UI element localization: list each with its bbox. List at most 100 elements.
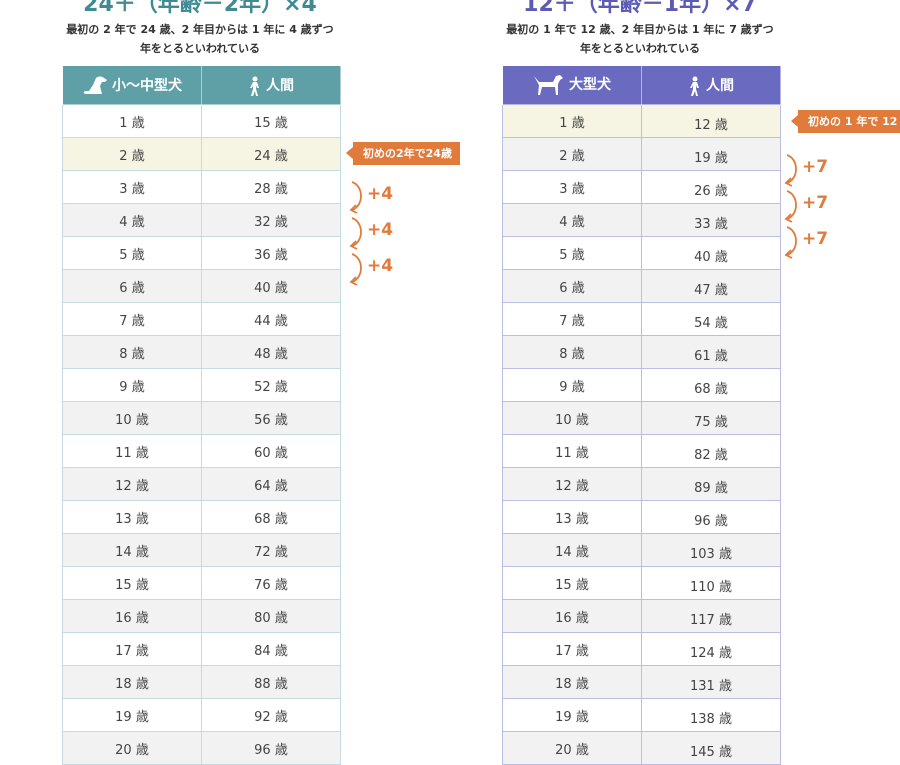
table-row: 2 歳 19 歳: [502, 137, 781, 171]
dog-age-cell: 17 歳: [62, 632, 202, 666]
dog-age-cell: 15 歳: [62, 566, 202, 600]
curved-arrow-icon: [349, 253, 362, 286]
human-age-cell: 60 歳: [201, 434, 341, 468]
small-dog-formula: 24＋（年齢－2年）×4: [83, 0, 317, 17]
table-row: 9 歳 68 歳: [502, 368, 781, 402]
dog-age-cell: 7 歳: [502, 302, 642, 336]
dog-age-cell: 17 歳: [502, 632, 642, 666]
curved-arrow-icon: [349, 181, 362, 214]
increment-label: +4: [367, 256, 394, 276]
curved-arrow-icon: [784, 226, 797, 259]
table-row: 10 歳 56 歳: [62, 401, 341, 435]
human-age-cell: 19 歳: [641, 137, 781, 171]
table-row: 18 歳 131 歳: [502, 665, 781, 699]
table-row: 19 歳 92 歳: [62, 698, 341, 732]
dog-age-cell: 1 歳: [62, 104, 202, 138]
human-age-cell: 138 歳: [641, 698, 781, 732]
human-age-cell: 56 歳: [201, 401, 341, 435]
increment-label: +7: [802, 193, 829, 213]
dog-age-cell: 16 歳: [62, 599, 202, 633]
human-age-cell: 89 歳: [641, 467, 781, 501]
dog-age-cell: 13 歳: [62, 500, 202, 534]
table-row: 7 歳 54 歳: [502, 302, 781, 336]
human-age-cell: 52 歳: [201, 368, 341, 402]
table-row: 7 歳 44 歳: [62, 302, 341, 336]
human-age-cell: 103 歳: [641, 533, 781, 567]
human-age-cell: 36 歳: [201, 236, 341, 270]
dog-age-cell: 9 歳: [502, 368, 642, 402]
human-age-cell: 92 歳: [201, 698, 341, 732]
dog-age-cell: 20 歳: [62, 731, 202, 765]
desc-line: 最初の 2 年で 24 歳、2 年目からは 1 年に 4 歳ずつ: [66, 23, 334, 36]
table-row: 17 歳 124 歳: [502, 632, 781, 666]
human-age-cell: 12 歳: [641, 104, 781, 138]
increment-label: +4: [367, 220, 394, 240]
human-age-cell: 96 歳: [641, 500, 781, 534]
header-dog-label: 大型犬: [569, 77, 611, 93]
desc-line: 年をとるといわれている: [139, 42, 261, 55]
standing-dog-icon: [534, 75, 563, 95]
dog-age-cell: 4 歳: [62, 203, 202, 237]
table-row: 12 歳 64 歳: [62, 467, 341, 501]
table-row: 14 歳 103 歳: [502, 533, 781, 567]
dog-age-cell: 11 歳: [62, 434, 202, 468]
dog-age-cell: 2 歳: [62, 137, 202, 171]
dog-age-cell: 6 歳: [502, 269, 642, 303]
header-human: 人間: [641, 65, 781, 105]
desc-line: 最初の 1 年で 12 歳、2 年目からは 1 年に 7 歳ずつ: [506, 23, 774, 36]
increment-arrow: +7: [783, 153, 833, 189]
dog-age-cell: 7 歳: [62, 302, 202, 336]
dog-age-cell: 12 歳: [502, 467, 642, 501]
table-row: 3 歳 26 歳: [502, 170, 781, 204]
dog-age-cell: 5 歳: [62, 236, 202, 270]
header-human-label: 人間: [266, 77, 294, 94]
dog-age-cell: 16 歳: [502, 599, 642, 633]
human-age-cell: 24 歳: [201, 137, 341, 171]
increment-arrow: +7: [783, 189, 833, 225]
dog-age-cell: 3 歳: [62, 170, 202, 204]
table-row: 3 歳 28 歳: [62, 170, 341, 204]
table-row: 6 歳 47 歳: [502, 269, 781, 303]
human-age-cell: 40 歳: [641, 236, 781, 270]
desc-line: 年をとるといわれている: [579, 42, 701, 55]
human-age-cell: 54 歳: [641, 302, 781, 336]
dog-age-cell: 4 歳: [502, 203, 642, 237]
header-human-label: 人間: [706, 77, 734, 94]
table-row: 6 歳 40 歳: [62, 269, 341, 303]
human-age-cell: 145 歳: [641, 731, 781, 765]
human-age-cell: 131 歳: [641, 665, 781, 699]
dog-age-cell: 20 歳: [502, 731, 642, 765]
human-age-cell: 28 歳: [201, 170, 341, 204]
human-age-cell: 48 歳: [201, 335, 341, 369]
increment-label: +4: [367, 184, 394, 204]
table-row: 13 歳 68 歳: [62, 500, 341, 534]
human-age-cell: 68 歳: [201, 500, 341, 534]
increment-label: +7: [802, 229, 829, 249]
table-row: 15 歳 110 歳: [502, 566, 781, 600]
table-row: 4 歳 32 歳: [62, 203, 341, 237]
small-dog-description: 最初の 2 年で 24 歳、2 年目からは 1 年に 4 歳ずつ 年をとるといわれ…: [0, 20, 420, 58]
human-age-cell: 15 歳: [201, 104, 341, 138]
header-human: 人間: [201, 65, 341, 105]
table-row: 8 歳 61 歳: [502, 335, 781, 369]
table-row: 8 歳 48 歳: [62, 335, 341, 369]
dog-age-cell: 18 歳: [62, 665, 202, 699]
human-age-cell: 64 歳: [201, 467, 341, 501]
sitting-dog-icon: [83, 76, 107, 94]
increment-arrow: +4: [348, 216, 398, 252]
table-row: 2 歳 24 歳: [62, 137, 341, 171]
table-row: 17 歳 84 歳: [62, 632, 341, 666]
curved-arrow-icon: [349, 217, 362, 250]
table-row: 1 歳 15 歳: [62, 104, 341, 138]
table-row: 1 歳 12 歳: [502, 104, 781, 138]
table-row: 4 歳 33 歳: [502, 203, 781, 237]
walking-person-icon: [690, 76, 699, 96]
human-age-cell: 33 歳: [641, 203, 781, 237]
dog-age-cell: 14 歳: [62, 533, 202, 567]
human-age-cell: 26 歳: [641, 170, 781, 204]
dog-age-cell: 13 歳: [502, 500, 642, 534]
human-age-cell: 80 歳: [201, 599, 341, 633]
dog-age-cell: 19 歳: [62, 698, 202, 732]
